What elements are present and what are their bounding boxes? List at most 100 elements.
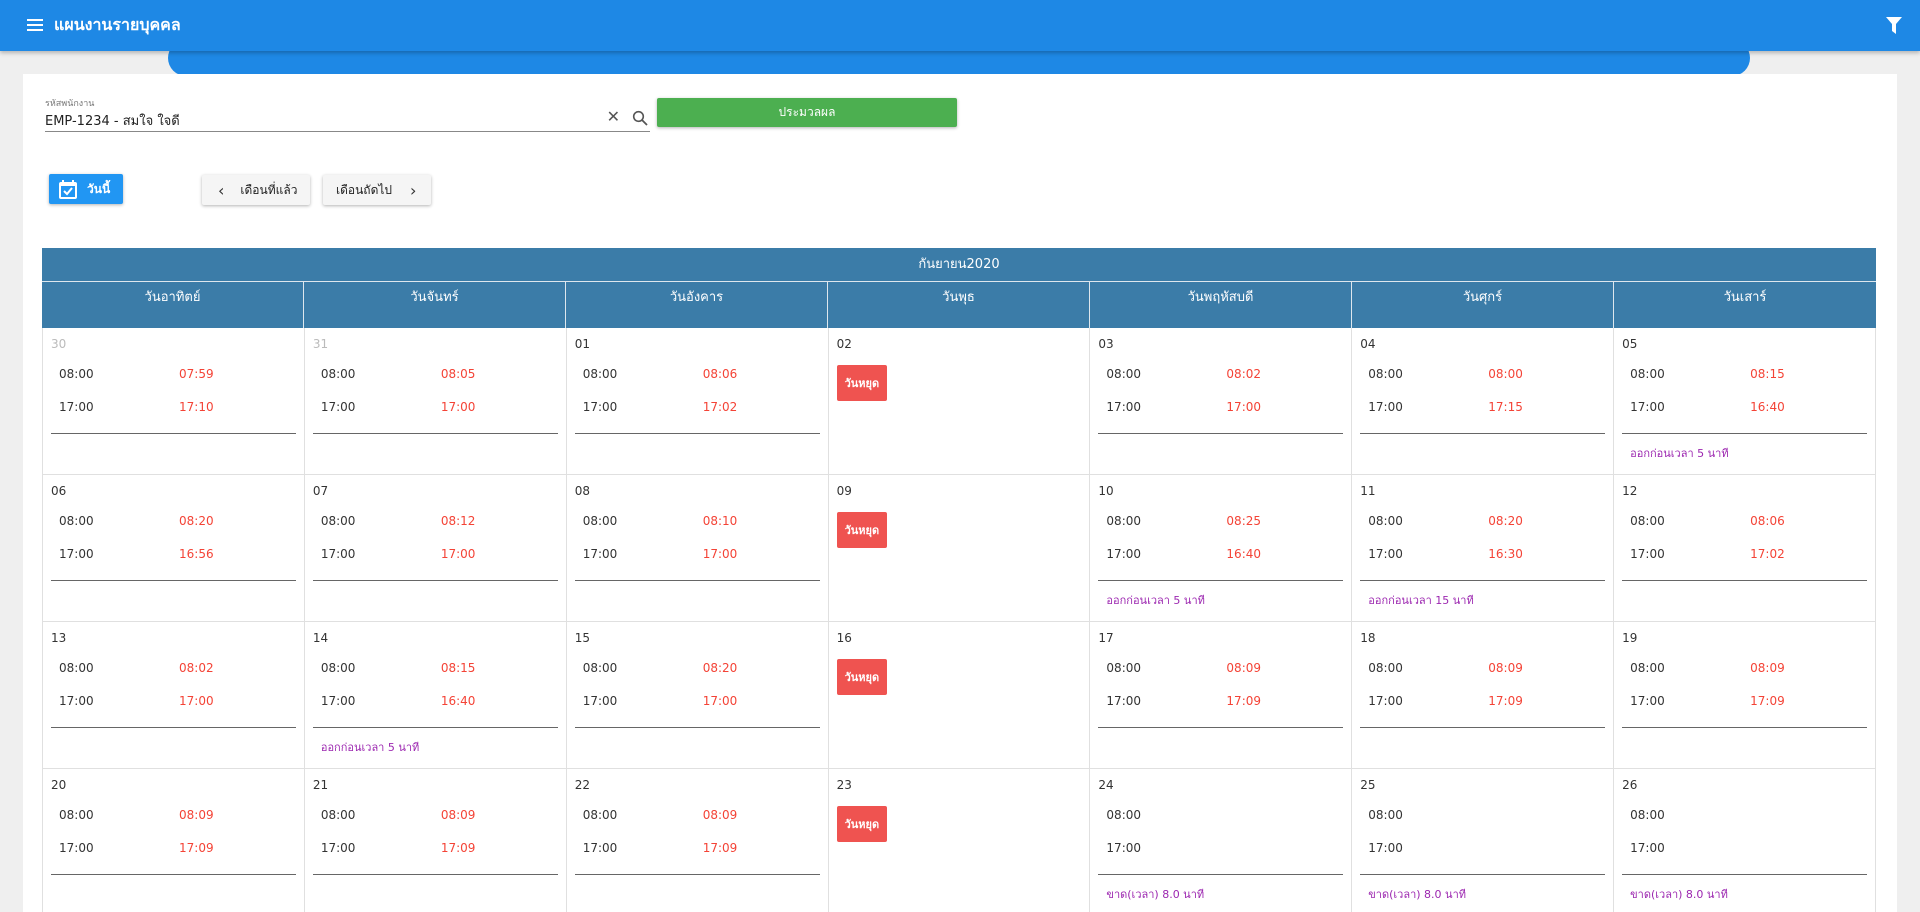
- calendar-day-cell[interactable]: 11 08:00 08:20 17:00 16:30 ออกก่อนเวลา 15 นาท…: [1352, 475, 1615, 622]
- day-number: 17: [1098, 631, 1114, 645]
- day-number: 22: [574, 778, 590, 792]
- calendar-day-cell[interactable]: 01 08:00 08:06 17:00 17:02: [566, 328, 829, 475]
- scheduled-time: 17:00: [59, 400, 94, 414]
- time-table: 08:00 08:09 17:00 17:09: [574, 808, 820, 875]
- calendar-day-cell[interactable]: 21 08:00 08:09 17:00 17:09: [305, 769, 567, 912]
- today-button[interactable]: วันนี้: [49, 174, 123, 204]
- calendar-day-cell[interactable]: 15 08:00 08:20 17:00 17:00: [566, 622, 829, 769]
- calendar-day-cell[interactable]: 17 08:00 08:09 17:00 17:09: [1090, 622, 1353, 769]
- scheduled-time: 17:00: [320, 400, 356, 414]
- actual-time: 08:20: [179, 514, 214, 528]
- actual-time: 17:09: [1226, 694, 1262, 708]
- calendar-day-cell[interactable]: 18 08:00 08:09 17:00 17:09: [1352, 622, 1615, 769]
- time-row: 08:00 08:09: [59, 808, 296, 841]
- next-month-button[interactable]: เดือนถัดไป ›: [323, 175, 431, 205]
- actual-time: 17:00: [1226, 400, 1262, 414]
- calendar-day-cell[interactable]: 02 วันหยุด: [828, 328, 1091, 475]
- scheduled-time: 17:00: [320, 694, 356, 708]
- calendar-day-cell[interactable]: 07 08:00 08:12 17:00 17:00: [304, 475, 567, 622]
- calendar-day-cell[interactable]: 31 08:00 08:05 17:00 17:00: [304, 328, 567, 475]
- calendar-day-cell[interactable]: 09 วันหยุด: [828, 475, 1091, 622]
- day-number: 21: [312, 778, 329, 792]
- day-number: 08: [574, 484, 590, 498]
- day-number: 14: [312, 631, 329, 645]
- calendar-day-cell[interactable]: 24 08:00 17:00 ขาด(เวลา) 8.0 นาที: [1090, 769, 1353, 912]
- attendance-note: ออกก่อนเวลา 15 นาที: [1368, 594, 1474, 607]
- calendar-month-title: กันยายน2020: [42, 248, 1876, 282]
- time-table: 08:00 08:02 17:00 17:00: [1098, 367, 1344, 434]
- actual-time: 08:09: [179, 808, 214, 822]
- holiday-badge: วันหยุด: [836, 365, 888, 401]
- calendar-day-cell[interactable]: 25 08:00 17:00 ขาด(เวลา) 8.0 นาที: [1352, 769, 1615, 912]
- scheduled-time: 08:00: [1106, 367, 1142, 381]
- actual-time: 17:09: [179, 841, 214, 855]
- weekday-header: วันอาทิตย์: [42, 282, 304, 328]
- time-row: 08:00 07:59: [59, 367, 296, 400]
- clear-icon[interactable]: ✕: [606, 107, 620, 126]
- scheduled-time: 08:00: [1106, 514, 1142, 528]
- calendar-day-cell[interactable]: 04 08:00 08:00 17:00 17:15: [1352, 328, 1615, 475]
- calendar-day-cell[interactable]: 26 08:00 17:00 ขาด(เวลา) 8.0 นาที: [1614, 769, 1876, 912]
- calendar-day-cell[interactable]: 08 08:00 08:10 17:00 17:00: [566, 475, 829, 622]
- search-icon[interactable]: [632, 110, 648, 126]
- day-number: 13: [51, 631, 67, 645]
- day-number: 18: [1360, 631, 1376, 645]
- calendar-day-cell[interactable]: 03 08:00 08:02 17:00 17:00: [1090, 328, 1353, 475]
- day-number: 11: [1360, 484, 1376, 498]
- scheduled-time: 17:00: [582, 400, 618, 414]
- time-row: 17:00 16:40: [321, 694, 558, 727]
- time-row: 17:00 17:00: [1106, 400, 1343, 433]
- time-row: 17:00 17:00: [321, 547, 558, 580]
- time-table: 08:00 17:00: [1360, 808, 1606, 875]
- day-number: 24: [1098, 778, 1114, 792]
- time-row: 08:00 08:15: [1630, 367, 1867, 400]
- calendar-day-cell[interactable]: 13 08:00 08:02 17:00 17:00: [43, 622, 305, 769]
- actual-time: 08:09: [440, 808, 476, 822]
- time-table: 08:00 08:09 17:00 17:09: [312, 808, 558, 875]
- time-row: 17:00 17:09: [59, 841, 296, 874]
- process-button[interactable]: ประมวลผล: [657, 98, 957, 127]
- actual-time: 08:20: [1488, 514, 1523, 528]
- app-bar: แผนงานรายบุคคล: [0, 0, 1920, 51]
- calendar-day-cell[interactable]: 19 08:00 08:09 17:00 17:09: [1614, 622, 1876, 769]
- weekday-header: วันเสาร์: [1723, 290, 1767, 305]
- prev-month-button[interactable]: ‹ เดือนที่แล้ว: [202, 175, 310, 205]
- chevron-right-icon: ›: [410, 180, 417, 200]
- employee-field[interactable]: รหัสพนักงาน EMP-1234 - สมใจ ใจดี ✕: [45, 96, 650, 132]
- calendar-day-cell[interactable]: 14 08:00 08:15 17:00 16:40 ออกก่อนเวลา 5 นาที: [304, 622, 567, 769]
- calendar-weekday-header: วันอาทิตย์ วันจันทร์ วันอังคาร วันพุธ วันพฤห…: [42, 282, 1876, 328]
- time-row: 08:00 08:09: [1630, 661, 1867, 694]
- calendar-day-cell[interactable]: 20 08:00 08:09 17:00 17:09: [43, 769, 305, 912]
- day-number: 25: [1360, 778, 1376, 792]
- calendar-day-cell[interactable]: 23 วันหยุด: [829, 769, 1091, 912]
- actual-time: 08:05: [440, 367, 476, 381]
- scheduled-time: 08:00: [582, 808, 618, 822]
- employee-field-value[interactable]: EMP-1234 - สมใจ ใจดี: [45, 114, 180, 129]
- scheduled-time: 17:00: [59, 547, 94, 561]
- calendar-day-cell[interactable]: 05 08:00 08:15 17:00 16:40 ออกก่อนเวลา 5 นาที: [1614, 328, 1876, 475]
- menu-icon[interactable]: [27, 19, 43, 31]
- holiday-badge: วันหยุด: [836, 512, 888, 548]
- time-table: 08:00 08:09 17:00 17:09: [1360, 661, 1606, 728]
- filter-icon[interactable]: [1886, 17, 1902, 34]
- scheduled-time: 17:00: [1630, 547, 1665, 561]
- day-number: 06: [51, 484, 67, 498]
- calendar-day-cell[interactable]: 12 08:00 08:06 17:00 17:02: [1614, 475, 1876, 622]
- actual-time: 07:59: [179, 367, 214, 381]
- calendar-day-cell[interactable]: 22 08:00 08:09 17:00 17:09: [567, 769, 829, 912]
- scheduled-time: 17:00: [1630, 841, 1665, 855]
- calendar-day-cell[interactable]: 10 08:00 08:25 17:00 16:40 ออกก่อนเวลา 5 นาที: [1090, 475, 1353, 622]
- prev-month-label: เดือนที่แล้ว: [240, 182, 298, 197]
- day-number: 09: [836, 484, 852, 498]
- scheduled-time: 08:00: [320, 661, 356, 675]
- scheduled-time: 08:00: [1630, 808, 1665, 822]
- day-number: 05: [1622, 337, 1638, 351]
- calendar-day-cell[interactable]: 16 วันหยุด: [828, 622, 1091, 769]
- time-table: 08:00 08:20 17:00 17:00: [574, 661, 820, 728]
- time-table: 08:00 17:00: [1622, 808, 1867, 875]
- scheduled-time: 08:00: [1106, 808, 1142, 822]
- scheduled-time: 17:00: [582, 694, 618, 708]
- calendar-day-cell[interactable]: 06 08:00 08:20 17:00 16:56: [43, 475, 305, 622]
- calendar-day-cell[interactable]: 30 08:00 07:59 17:00 17:10: [43, 328, 305, 475]
- attendance-note: ออกก่อนเวลา 5 นาที: [1630, 447, 1729, 460]
